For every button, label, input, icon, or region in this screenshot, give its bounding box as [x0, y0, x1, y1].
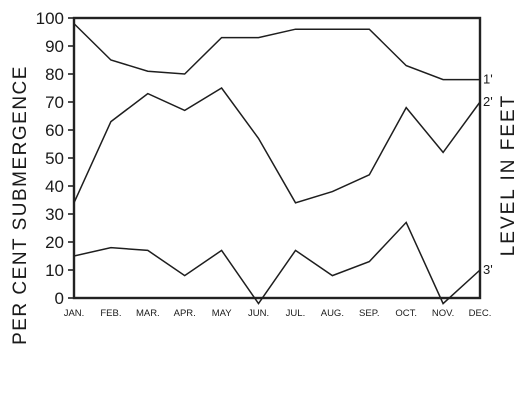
x-tick-label: JUN. — [248, 308, 269, 319]
series-line-2 — [73, 87, 481, 204]
y-tick-label: 60 — [45, 121, 64, 140]
y-tick-label: 0 — [55, 289, 64, 308]
x-tick-label: MAR. — [136, 308, 160, 319]
x-tick-label: FEB. — [100, 308, 121, 319]
x-tick-labels: JAN. FEB. MAR. APR. MAY JUN. JUL. AUG. SEP. OCT. N… — [64, 308, 492, 319]
y-tick-label: 100 — [36, 9, 64, 28]
x-tick-label: AUG. — [321, 308, 344, 319]
series-line-3 — [73, 221, 481, 305]
y-axis-label: PER CENT SUBMERGENCE — [10, 65, 31, 345]
series-line-1 — [73, 23, 480, 81]
x-tick-label: JUL. — [286, 308, 306, 319]
series-labels: 1' 2' 3' — [483, 72, 493, 277]
x-tick-label: MAY — [212, 308, 233, 319]
series-label-1: 1' — [483, 72, 493, 87]
y-tick-labels: 0 10 20 30 40 50 60 70 80 90 100 — [36, 9, 74, 308]
series-lines — [73, 23, 481, 305]
x-tick-label: OCT. — [395, 308, 417, 319]
y-tick-label: 80 — [45, 65, 64, 84]
y-tick-label: 10 — [45, 261, 64, 280]
series-label-2: 2' — [483, 94, 493, 109]
y-tick-label: 90 — [45, 37, 64, 56]
x-tick-label: JAN. — [64, 308, 85, 319]
plot-frame — [72, 16, 482, 300]
y-tick-label: 20 — [45, 233, 64, 252]
series-label-3: 3' — [483, 262, 493, 277]
y-tick-label: 40 — [45, 177, 64, 196]
y-tick-label: 70 — [45, 93, 64, 112]
y-tick-label: 50 — [45, 149, 64, 168]
x-tick-label: NOV. — [432, 308, 454, 319]
x-tick-label: APR. — [174, 308, 196, 319]
x-tick-label: DEC. — [469, 308, 492, 319]
x-tick-label: SEP. — [359, 308, 379, 319]
y-tick-label: 30 — [45, 205, 64, 224]
right-axis-label: LEVEL IN FEET — [498, 94, 519, 257]
